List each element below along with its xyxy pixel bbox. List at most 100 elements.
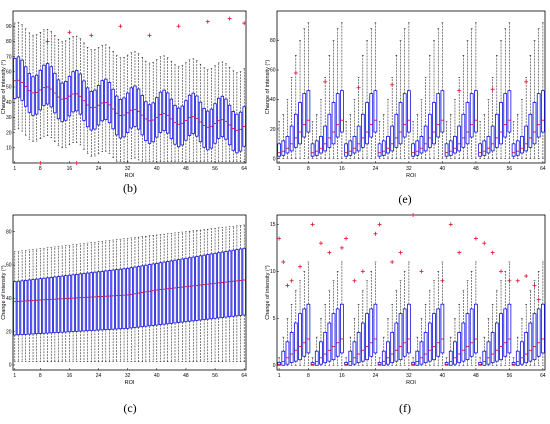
box — [100, 270, 104, 331]
box — [169, 260, 174, 324]
box — [45, 63, 50, 105]
box — [448, 350, 453, 366]
box — [478, 143, 482, 157]
outlier-marker — [373, 231, 378, 236]
x-tick-label: 56 — [507, 373, 513, 379]
y-tick-label: 5 — [273, 316, 276, 322]
box — [490, 125, 495, 152]
box — [381, 350, 386, 366]
outlier-marker — [524, 274, 529, 279]
y-tick-label: 60 — [6, 70, 12, 76]
outlier-marker — [390, 82, 395, 87]
box — [191, 256, 195, 322]
panel-e: 0 20 40 60 80 1 8 16 24 32 40 48 56 64 ROI Change of in… — [265, 10, 546, 179]
box — [111, 269, 115, 330]
box — [115, 95, 119, 136]
box — [13, 57, 17, 99]
box — [176, 107, 181, 148]
outlier-marker — [67, 30, 72, 35]
y-axis-title: Change of intensity (°) — [265, 60, 271, 115]
x-tick-label: 64 — [241, 373, 247, 379]
outlier-marker — [536, 297, 541, 302]
box — [56, 276, 61, 333]
box — [419, 136, 424, 154]
box — [419, 341, 424, 365]
box — [34, 278, 39, 335]
box — [166, 92, 170, 134]
panel-label-e: (e) — [398, 192, 411, 206]
box — [298, 102, 302, 145]
outlier-marker — [147, 33, 152, 38]
box — [302, 93, 307, 138]
outlier-marker — [411, 213, 416, 217]
box — [474, 90, 478, 133]
x-tick-label: 32 — [125, 373, 131, 379]
y-tick-label: 80 — [6, 229, 12, 235]
x-tick-label: 8 — [307, 373, 310, 379]
box — [306, 303, 311, 354]
y-axis-title: Change of intensity (°) — [1, 265, 7, 320]
panel-b: 10 20 30 40 50 60 70 80 90 1 8 16 24 32 40 48 56 64 ROI Cha… — [1, 10, 247, 179]
x-tick-label: 16 — [339, 373, 345, 379]
y-tick-label: 20 — [6, 130, 12, 136]
plot-frame — [12, 214, 247, 371]
box — [407, 90, 411, 133]
outlier-marker — [289, 278, 294, 283]
box — [356, 332, 361, 364]
box — [224, 98, 228, 140]
box — [75, 273, 79, 332]
x-tick-label: 1 — [13, 373, 16, 379]
box — [524, 125, 529, 152]
box — [20, 280, 24, 335]
box — [220, 95, 225, 138]
box — [524, 332, 529, 364]
box — [209, 108, 214, 149]
outlier-marker — [532, 283, 537, 288]
box — [27, 73, 32, 113]
outlier-marker — [344, 236, 349, 241]
box — [499, 313, 503, 361]
panel-c: 0 20 40 60 80 1 8 16 24 32 40 48 56 64 ROI Change of in… — [1, 214, 247, 386]
x-tick-label: 1 — [13, 166, 16, 172]
y-tick-label: 40 — [6, 100, 12, 106]
box — [490, 332, 495, 364]
box — [465, 313, 470, 361]
outlier-marker — [227, 16, 232, 21]
box — [335, 93, 340, 138]
box — [415, 140, 420, 156]
box — [474, 303, 478, 354]
outlier-marker — [398, 250, 403, 255]
x-axis-title: ROI — [125, 380, 135, 386]
box — [532, 313, 537, 361]
x-tick-label: 16 — [339, 166, 345, 172]
panel-label-b: (b) — [123, 181, 137, 195]
outlier-marker — [490, 250, 495, 255]
box — [394, 322, 399, 362]
box — [478, 362, 482, 366]
outlier-marker — [327, 250, 332, 255]
x-tick-label: 40 — [154, 373, 160, 379]
x-tick-label: 56 — [507, 166, 513, 172]
box — [231, 111, 235, 151]
y-tick-label: 50 — [6, 85, 12, 91]
box — [373, 303, 378, 354]
box — [440, 90, 445, 133]
box — [536, 93, 541, 138]
box — [277, 362, 281, 366]
box — [398, 102, 403, 145]
outlier-marker — [38, 161, 43, 165]
box — [356, 125, 361, 152]
box — [293, 113, 298, 148]
box — [323, 125, 328, 152]
box — [465, 102, 470, 145]
box — [360, 113, 365, 148]
x-tick-label: 40 — [440, 166, 446, 172]
box — [49, 66, 53, 108]
x-axis-title: ROI — [125, 173, 135, 179]
box — [187, 94, 192, 136]
box — [444, 143, 449, 157]
box — [360, 322, 365, 362]
box — [173, 259, 177, 324]
box — [213, 252, 217, 319]
